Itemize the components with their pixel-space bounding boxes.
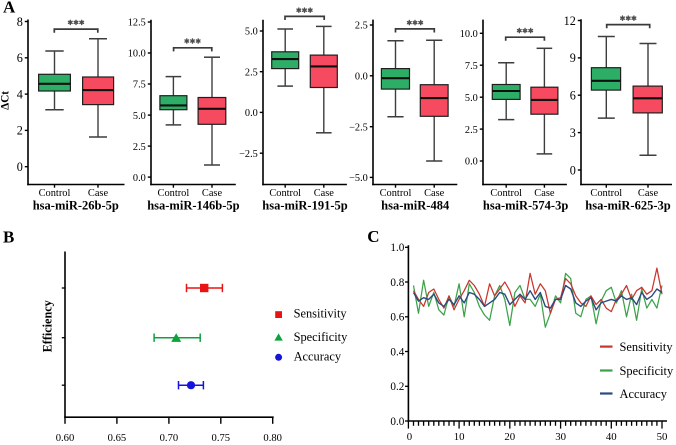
svg-text:0.70: 0.70 (160, 433, 179, 444)
svg-text:A: A (3, 0, 16, 17)
svg-text:−2.5: −2.5 (349, 122, 368, 133)
svg-text:Specificity: Specificity (294, 330, 348, 344)
svg-text:Case: Case (534, 188, 555, 199)
svg-text:Control: Control (269, 188, 301, 199)
svg-text:0: 0 (407, 431, 412, 443)
svg-text:0.80: 0.80 (263, 433, 282, 444)
svg-text:8: 8 (17, 15, 23, 29)
svg-text:0.0: 0.0 (355, 72, 368, 83)
svg-text:2.5: 2.5 (245, 67, 258, 78)
svg-text:0.0: 0.0 (133, 173, 146, 184)
svg-text:0.0: 0.0 (465, 157, 478, 168)
svg-text:Specificity: Specificity (620, 364, 674, 378)
svg-text:10: 10 (454, 431, 465, 443)
svg-text:7.5: 7.5 (465, 61, 478, 72)
svg-text:hsa-miR-625-3p: hsa-miR-625-3p (585, 199, 670, 213)
svg-text:Case: Case (202, 188, 223, 199)
svg-text:Control: Control (490, 188, 522, 199)
svg-text:12: 12 (564, 14, 576, 28)
svg-text:3: 3 (570, 126, 576, 140)
svg-text:0.4: 0.4 (390, 346, 404, 358)
svg-text:Accuracy: Accuracy (620, 387, 668, 401)
svg-text:0.8: 0.8 (390, 277, 404, 289)
svg-text:Control: Control (590, 188, 622, 199)
svg-text:0.65: 0.65 (108, 433, 127, 444)
svg-text:6: 6 (570, 89, 576, 103)
svg-text:6: 6 (17, 51, 23, 65)
svg-text:40: 40 (606, 431, 617, 443)
svg-text:ΔCt: ΔCt (0, 91, 12, 110)
svg-text:0.0: 0.0 (390, 416, 404, 428)
svg-text:5.0: 5.0 (245, 27, 258, 38)
svg-text:50: 50 (657, 431, 668, 443)
svg-text:2.5: 2.5 (355, 21, 368, 32)
svg-text:Case: Case (88, 188, 109, 199)
svg-text:5.0: 5.0 (465, 93, 478, 104)
svg-text:2: 2 (17, 124, 23, 138)
svg-text:Control: Control (158, 188, 190, 199)
svg-text:0.6: 0.6 (390, 312, 404, 324)
svg-text:Case: Case (638, 188, 659, 199)
svg-text:Sensitivity: Sensitivity (294, 307, 348, 321)
svg-text:0: 0 (570, 163, 576, 177)
svg-text:Case: Case (314, 188, 335, 199)
svg-text:Control: Control (39, 188, 71, 199)
svg-text:−5.0: −5.0 (349, 173, 368, 184)
svg-text:Accuracy: Accuracy (294, 350, 342, 364)
svg-text:0: 0 (17, 160, 23, 174)
svg-text:7.5: 7.5 (133, 80, 146, 91)
svg-text:9: 9 (570, 51, 576, 65)
svg-text:hsa-miR-484: hsa-miR-484 (381, 199, 450, 213)
svg-text:12.5: 12.5 (128, 18, 146, 29)
svg-text:1.0: 1.0 (390, 242, 404, 254)
svg-text:Control: Control (380, 188, 412, 199)
svg-text:0.2: 0.2 (390, 381, 404, 393)
svg-text:10.0: 10.0 (128, 49, 146, 60)
svg-text:hsa-miR-146b-5p: hsa-miR-146b-5p (147, 199, 239, 213)
svg-text:hsa-miR-26b-5p: hsa-miR-26b-5p (33, 199, 119, 213)
svg-text:hsa-miR-191-5p: hsa-miR-191-5p (262, 199, 347, 213)
svg-text:Sensitivity: Sensitivity (620, 340, 674, 354)
svg-text:5.0: 5.0 (133, 111, 146, 122)
svg-text:4: 4 (17, 87, 23, 101)
svg-text:2.5: 2.5 (465, 125, 478, 136)
svg-text:B: B (3, 228, 14, 247)
svg-text:−2.5: −2.5 (239, 149, 258, 160)
svg-text:20: 20 (504, 431, 515, 443)
svg-text:2.5: 2.5 (133, 142, 146, 153)
svg-text:10.0: 10.0 (460, 29, 478, 40)
svg-text:hsa-miR-574-3p: hsa-miR-574-3p (483, 199, 568, 213)
svg-text:0.60: 0.60 (56, 433, 75, 444)
svg-text:Efficiency: Efficiency (40, 300, 54, 352)
svg-text:0.75: 0.75 (212, 433, 231, 444)
svg-text:30: 30 (555, 431, 566, 443)
svg-text:Case: Case (424, 188, 445, 199)
svg-text:C: C (367, 227, 379, 246)
svg-text:0.0: 0.0 (245, 108, 258, 119)
